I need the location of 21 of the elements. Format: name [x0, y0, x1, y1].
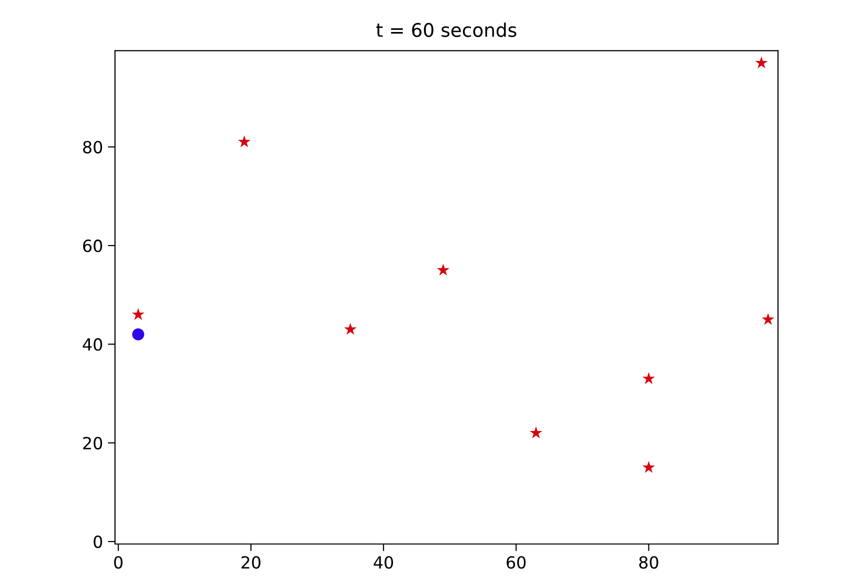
- point: [642, 372, 655, 384]
- point: [344, 322, 357, 335]
- y-tick-label: 0: [94, 535, 102, 548]
- point: [755, 56, 768, 68]
- point: [762, 312, 774, 325]
- x-tick-label: 0: [114, 556, 123, 569]
- y-tick-label: 40: [82, 338, 102, 351]
- point: [436, 264, 450, 276]
- point: [530, 426, 542, 438]
- x-tick-label: 80: [639, 556, 658, 569]
- point: [642, 460, 655, 473]
- point: [132, 308, 144, 320]
- y-tick-label: 80: [83, 140, 102, 154]
- y-tick-label: 60: [83, 240, 102, 252]
- y-tick-label: 20: [83, 436, 102, 450]
- point: [238, 135, 251, 148]
- point: [132, 328, 144, 340]
- chart-title: t = 60 seconds: [376, 22, 516, 38]
- x-tick-label: 20: [242, 556, 260, 569]
- x-tick-label: 40: [374, 556, 394, 569]
- x-tick-label: 60: [506, 556, 526, 569]
